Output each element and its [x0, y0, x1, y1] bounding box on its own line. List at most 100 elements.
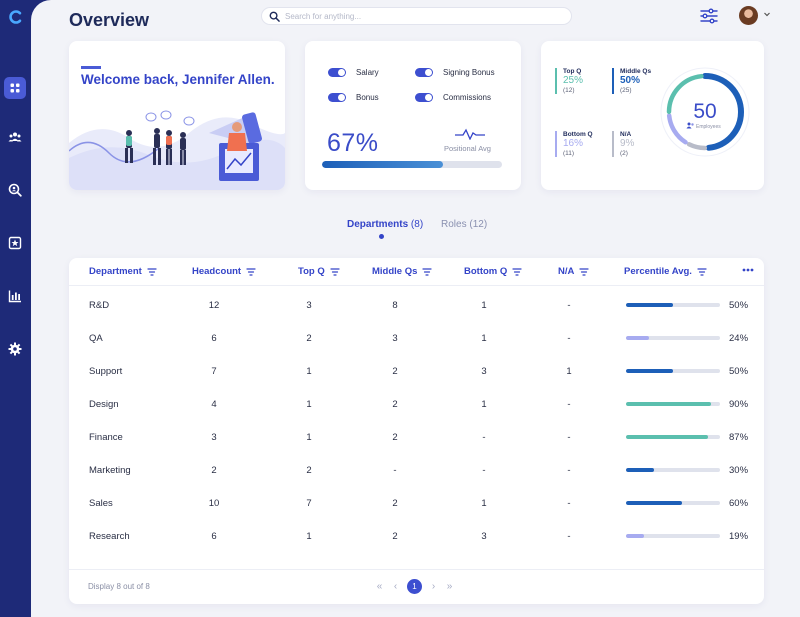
cell-na: - — [567, 399, 571, 410]
table-row[interactable]: Marketing 2 2 - - - 30% — [69, 454, 764, 487]
sidebar-item-dashboard[interactable] — [4, 77, 26, 99]
quartile-count: (11) — [563, 150, 575, 157]
column-label: N/A — [558, 266, 575, 277]
percentile-bar — [626, 303, 720, 307]
quartile-percent: 50% — [620, 75, 641, 86]
donut-segment-middle-qs — [666, 73, 744, 151]
quartile-bottom: Bottom Q 16% (11) — [555, 131, 593, 157]
tab-departments[interactable]: Departments (8) — [347, 219, 423, 230]
cell-department: Design — [89, 399, 119, 410]
tab-departments-label: Departments — [347, 219, 409, 230]
table-row[interactable]: Design 4 1 2 1 - 90% — [69, 388, 764, 421]
positional-avg-progress — [322, 161, 502, 168]
table-row[interactable]: Sales 10 7 2 1 - 60% — [69, 487, 764, 520]
sort-icon[interactable] — [697, 267, 707, 276]
table-row[interactable]: Research 6 1 2 3 - 19% — [69, 520, 764, 553]
bar-chart-icon — [8, 290, 21, 303]
cell-department: QA — [89, 333, 103, 344]
cell-department: Finance — [89, 432, 123, 443]
column-header-middle-qs[interactable]: Middle Qs — [372, 266, 433, 277]
filter-settings-icon[interactable] — [699, 7, 719, 25]
percentile-bar — [626, 501, 720, 505]
cell-top-q: 2 — [306, 465, 312, 476]
last-page-icon[interactable]: » — [446, 580, 453, 592]
pagination-summary: Display 8 out of 8 — [88, 582, 150, 591]
column-header-na[interactable]: N/A — [558, 266, 589, 277]
sidebar-item-reports[interactable] — [4, 285, 26, 307]
sidebar-item-search-people[interactable] — [4, 179, 26, 201]
cell-middle-qs: 2 — [392, 498, 398, 509]
logo-icon[interactable] — [8, 9, 24, 25]
quartile-label: Bottom Q — [563, 131, 593, 138]
tab-departments-count: (8) — [410, 219, 424, 230]
sidebar-item-settings[interactable] — [4, 338, 26, 360]
welcome-message: Welcome back, Jennifer Allen. — [81, 72, 275, 87]
cell-top-q: 1 — [306, 432, 312, 443]
sort-icon[interactable] — [579, 267, 589, 276]
column-header-top-q[interactable]: Top Q — [298, 266, 340, 277]
table-row[interactable]: QA 6 2 3 1 - 24% — [69, 322, 764, 355]
sidebar-item-team[interactable] — [4, 126, 26, 148]
cell-percentile-avg: 50% — [729, 366, 749, 377]
cell-headcount: 7 — [211, 366, 217, 377]
search-bar[interactable] — [261, 7, 572, 25]
cell-na: - — [567, 333, 571, 344]
cell-bottom-q: 1 — [481, 300, 487, 311]
cell-na: 1 — [566, 366, 572, 377]
cell-headcount: 10 — [208, 498, 220, 509]
more-options-icon[interactable] — [741, 264, 755, 276]
cell-headcount: 4 — [211, 399, 217, 410]
column-header-headcount[interactable]: Headcount — [192, 266, 256, 277]
column-label: Top Q — [298, 266, 325, 277]
tab-roles[interactable]: Roles (12) — [441, 219, 487, 230]
sort-icon[interactable] — [147, 267, 157, 276]
column-label: Bottom Q — [464, 266, 508, 277]
table-row[interactable]: Support 7 1 2 3 1 50% — [69, 355, 764, 388]
quartile-label: N/A — [620, 131, 632, 138]
cell-percentile-avg: 60% — [729, 498, 749, 509]
cell-top-q: 3 — [306, 300, 312, 311]
table-row[interactable]: Finance 3 1 2 - - 87% — [69, 421, 764, 454]
positional-avg-label: Positional Avg — [444, 144, 491, 153]
search-input[interactable] — [285, 11, 555, 21]
cell-headcount: 3 — [211, 432, 217, 443]
prev-page-icon[interactable]: ‹ — [393, 580, 398, 592]
percentile-bar-fill — [626, 369, 673, 373]
tab-roles-count: (12) — [469, 219, 488, 230]
next-page-icon[interactable]: › — [431, 580, 436, 592]
sidebar-item-favorites[interactable] — [4, 232, 26, 254]
chevron-down-icon[interactable] — [763, 10, 771, 18]
page-number-current[interactable]: 1 — [407, 578, 422, 594]
cell-top-q: 1 — [306, 366, 312, 377]
first-page-icon[interactable]: « — [376, 580, 383, 592]
cell-na: - — [567, 531, 571, 542]
cell-headcount: 12 — [208, 300, 220, 311]
sort-icon[interactable] — [330, 267, 340, 276]
table-row[interactable]: R&D 12 3 8 1 - 50% — [69, 289, 764, 322]
cell-department: Support — [89, 366, 123, 377]
toggle-bonus[interactable] — [328, 93, 346, 102]
tab-roles-label: Roles — [441, 219, 467, 230]
column-label: Headcount — [192, 266, 242, 277]
column-header-bottom-q[interactable]: Bottom Q — [464, 266, 522, 277]
positional-avg-progress-fill — [322, 161, 443, 168]
percentile-bar — [626, 534, 720, 538]
toggle-signing-bonus[interactable] — [415, 68, 433, 77]
toggle-salary[interactable] — [328, 68, 346, 77]
donut-segments — [666, 73, 744, 151]
cell-bottom-q: 1 — [481, 399, 487, 410]
sort-icon[interactable] — [512, 267, 522, 276]
toggle-commissions[interactable] — [415, 93, 433, 102]
avatar[interactable] — [739, 6, 758, 25]
pagination: « ‹ 1 › » — [375, 578, 454, 594]
sort-icon[interactable] — [422, 267, 433, 276]
cell-middle-qs: 2 — [392, 399, 398, 410]
percentile-bar-fill — [626, 534, 644, 538]
quartile-label: Middle Qs — [620, 68, 652, 75]
percentile-bar — [626, 402, 720, 406]
cell-percentile-avg: 19% — [729, 531, 749, 542]
column-header-department[interactable]: Department — [89, 266, 157, 277]
cell-middle-qs: 8 — [392, 300, 398, 311]
sort-icon[interactable] — [246, 267, 256, 276]
column-header-percentile-avg[interactable]: Percentile Avg. — [624, 266, 707, 277]
